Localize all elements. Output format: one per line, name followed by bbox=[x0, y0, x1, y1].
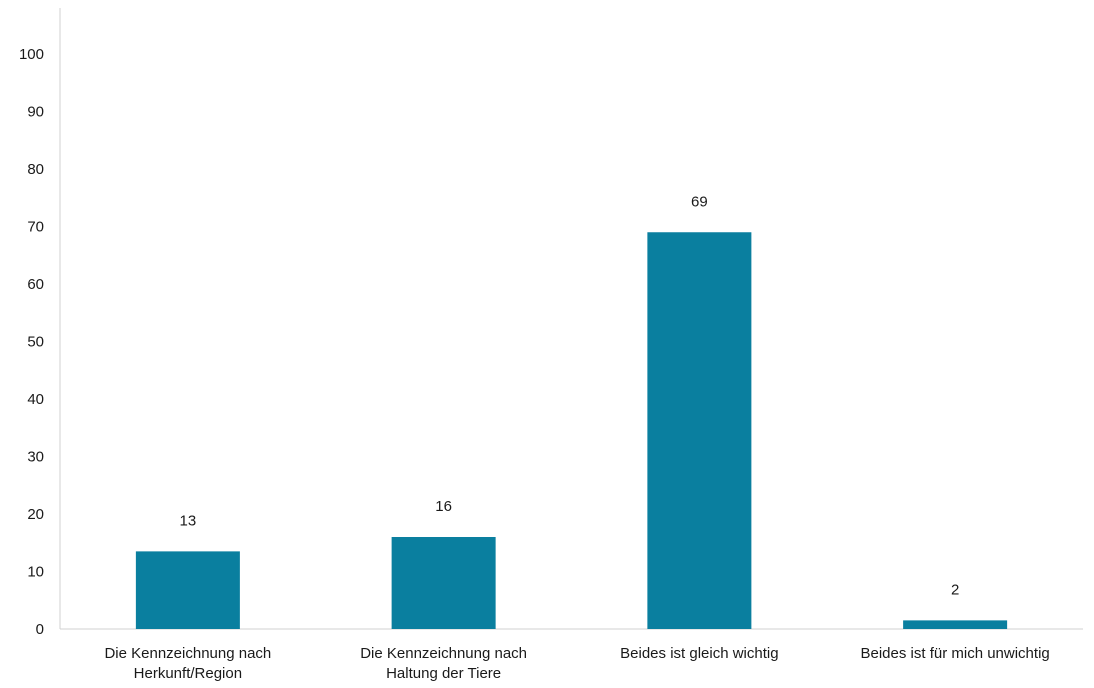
data-label: 2 bbox=[951, 581, 959, 598]
category-label: Beides ist gleich wichtig bbox=[620, 645, 778, 662]
bar bbox=[903, 620, 1008, 629]
y-tick-label: 100 bbox=[19, 46, 44, 63]
data-label: 69 bbox=[691, 193, 708, 210]
y-tick-label: 10 bbox=[27, 564, 44, 581]
y-tick-label: 60 bbox=[27, 276, 44, 293]
data-label: 13 bbox=[180, 512, 197, 529]
y-tick-label: 70 bbox=[27, 219, 44, 236]
y-axis: 0 10 20 30 40 50 60 70 80 90 100 bbox=[19, 8, 61, 638]
data-labels: 13 16 69 2 bbox=[180, 193, 960, 598]
y-tick-label: 0 bbox=[36, 621, 44, 638]
y-tick-label: 90 bbox=[27, 104, 44, 121]
bar bbox=[647, 232, 752, 629]
category-label: Beides ist für mich unwichtig bbox=[861, 645, 1050, 662]
y-tick-label: 40 bbox=[27, 391, 44, 408]
category-label: Die Kennzeichnung nach bbox=[360, 645, 527, 662]
y-tick-label: 30 bbox=[27, 449, 44, 466]
data-label: 16 bbox=[435, 498, 452, 515]
category-label: Herkunft/Region bbox=[134, 665, 242, 682]
bar bbox=[135, 551, 240, 629]
y-tick-label: 20 bbox=[27, 506, 44, 523]
bar bbox=[391, 537, 496, 629]
category-labels: Die Kennzeichnung nach Herkunft/Region Die… bbox=[104, 645, 1049, 682]
category-label: Die Kennzeichnung nach bbox=[104, 645, 271, 662]
category-label: Haltung der Tiere bbox=[386, 665, 501, 682]
bars bbox=[135, 232, 1008, 629]
y-tick-label: 50 bbox=[27, 334, 44, 351]
y-tick-label: 80 bbox=[27, 161, 44, 178]
